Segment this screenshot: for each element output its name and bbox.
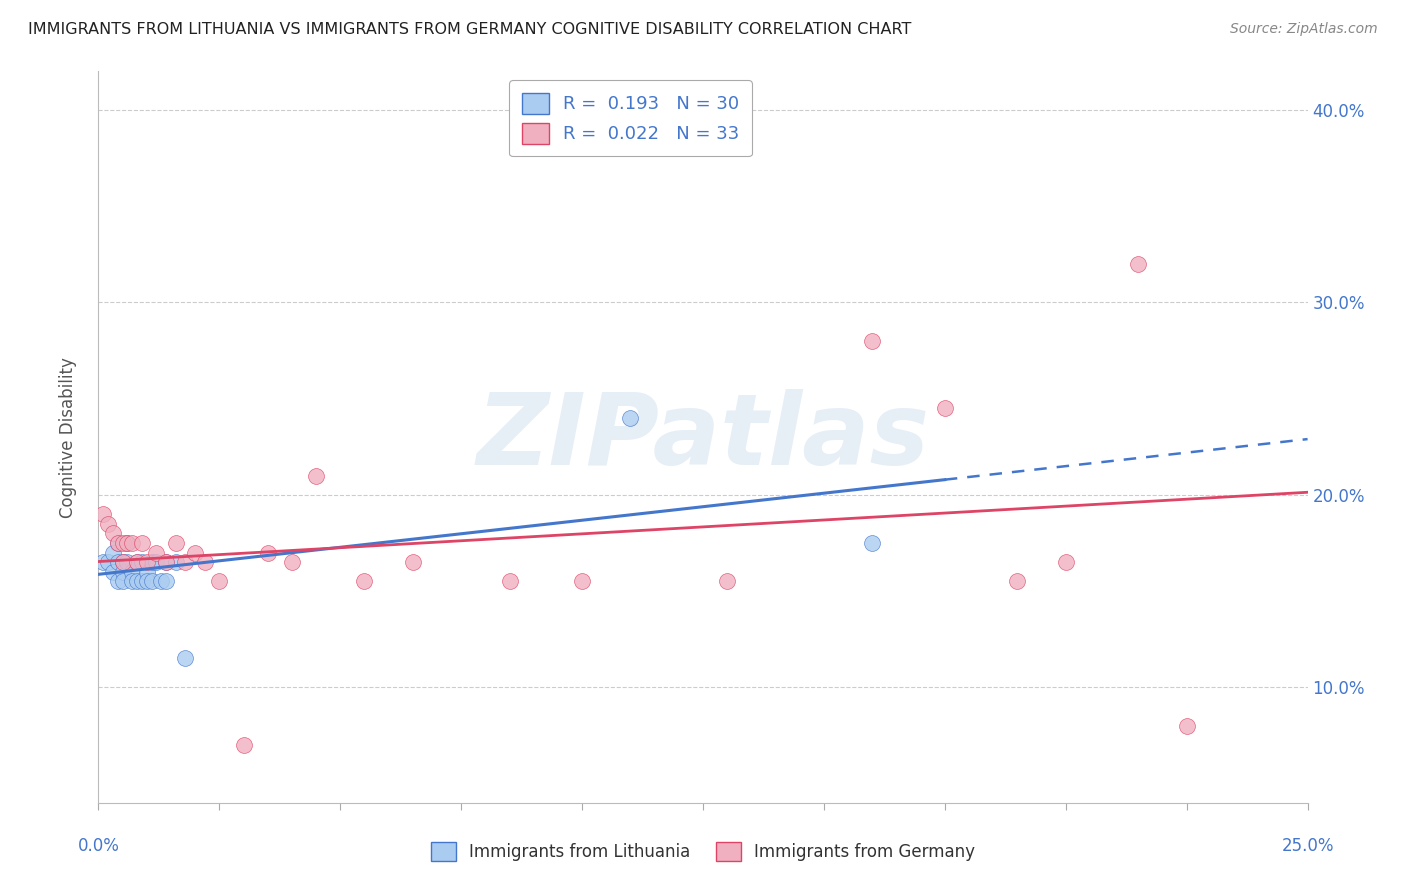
Point (135, 574, 157, 589)
Point (174, 555, 197, 569)
Point (184, 545, 207, 559)
Point (716, 574, 738, 589)
Point (131, 536, 153, 550)
Point (135, 565, 157, 579)
Point (145, 545, 167, 559)
Point (107, 574, 129, 589)
Point (934, 401, 956, 416)
Point (111, 536, 134, 550)
Point (121, 536, 143, 550)
Point (127, 574, 149, 589)
Point (194, 555, 217, 569)
Point (107, 555, 129, 569)
Point (117, 536, 139, 550)
Point (121, 565, 143, 579)
Point (145, 555, 167, 569)
Point (165, 555, 187, 569)
Point (135, 555, 157, 569)
Point (97, 516, 120, 531)
Text: Source: ZipAtlas.com: Source: ZipAtlas.com (1230, 22, 1378, 37)
Point (402, 555, 425, 569)
Point (208, 574, 231, 589)
Text: ZIPatlas: ZIPatlas (477, 389, 929, 485)
Text: IMMIGRANTS FROM LITHUANIA VS IMMIGRANTS FROM GERMANY COGNITIVE DISABILITY CORREL: IMMIGRANTS FROM LITHUANIA VS IMMIGRANTS … (28, 22, 911, 37)
Point (101, 565, 124, 579)
Point (117, 536, 139, 550)
Point (91, 507, 114, 521)
Point (571, 574, 593, 589)
Point (256, 545, 278, 559)
Point (131, 555, 153, 569)
Point (101, 545, 124, 559)
Point (127, 555, 149, 569)
Point (117, 555, 139, 569)
Point (232, 738, 254, 752)
Point (1175, 719, 1198, 733)
Point (91, 555, 114, 569)
Text: 0.0%: 0.0% (77, 838, 120, 855)
Point (155, 555, 177, 569)
Point (174, 651, 197, 665)
Point (619, 410, 641, 425)
Point (281, 555, 304, 569)
Point (498, 574, 520, 589)
Point (111, 555, 134, 569)
Text: 25.0%: 25.0% (1281, 838, 1334, 855)
Point (121, 574, 143, 589)
Point (1054, 555, 1077, 569)
Point (97, 555, 120, 569)
Point (141, 574, 163, 589)
Point (131, 574, 153, 589)
Point (155, 574, 177, 589)
Point (860, 536, 883, 550)
Point (127, 555, 149, 569)
Point (1007, 574, 1029, 589)
Point (141, 555, 163, 569)
Point (353, 574, 375, 589)
Point (111, 565, 134, 579)
Point (155, 555, 177, 569)
Point (860, 334, 883, 348)
Point (107, 536, 129, 550)
Point (111, 574, 134, 589)
Point (150, 574, 173, 589)
Point (305, 468, 328, 483)
Point (165, 536, 187, 550)
Legend: Immigrants from Lithuania, Immigrants from Germany: Immigrants from Lithuania, Immigrants fr… (425, 835, 981, 868)
Point (107, 536, 129, 550)
Y-axis label: Cognitive Disability: Cognitive Disability (59, 357, 77, 517)
Point (1128, 257, 1150, 271)
Point (111, 555, 134, 569)
Point (101, 526, 124, 541)
